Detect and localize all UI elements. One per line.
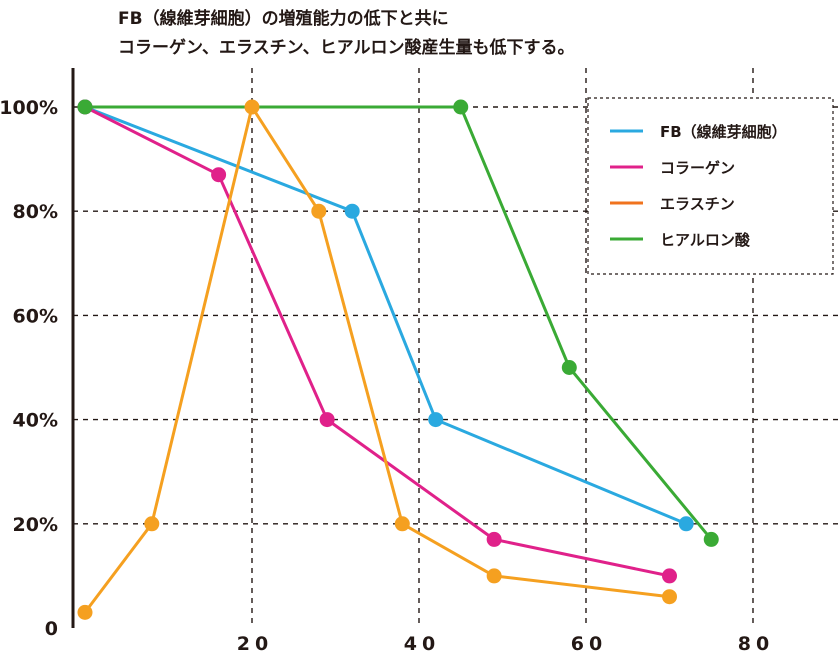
data-point bbox=[662, 589, 677, 605]
data-point bbox=[311, 203, 327, 219]
series-line bbox=[83, 105, 713, 541]
y-tick-label: 0 bbox=[45, 618, 58, 640]
data-point bbox=[77, 99, 93, 115]
series-line bbox=[83, 105, 688, 526]
data-point bbox=[244, 99, 260, 115]
chart-title-line-1: FB（線維芽細胞）の増殖能力の低下と共に bbox=[118, 9, 449, 29]
x-tick-label: 20 bbox=[237, 633, 273, 655]
data-points bbox=[77, 99, 719, 620]
data-point bbox=[144, 516, 160, 532]
y-tick-label: 100% bbox=[0, 97, 58, 119]
data-point bbox=[453, 99, 469, 115]
x-tick-label: 60 bbox=[571, 633, 607, 655]
x-tick-label: 80 bbox=[738, 633, 774, 655]
chart-title-line-2: コラーゲン、エラスチン、ヒアルロン酸産生量も低下する。 bbox=[118, 38, 575, 58]
legend-label: ヒアルロン酸 bbox=[660, 231, 751, 249]
data-point bbox=[428, 412, 444, 428]
data-point bbox=[77, 604, 93, 620]
data-point bbox=[561, 360, 577, 375]
y-tick-label: 60% bbox=[13, 305, 58, 327]
legend-box bbox=[587, 97, 834, 275]
data-point bbox=[662, 568, 677, 584]
data-point bbox=[703, 531, 719, 547]
data-point bbox=[211, 167, 227, 183]
data-point bbox=[678, 516, 694, 532]
legend-label: FB（線維芽細胞） bbox=[660, 123, 787, 141]
tick-labels: 0 20% 40% 60% 80% 100% 20 40 60 80 bbox=[0, 97, 774, 655]
series-line bbox=[83, 105, 671, 614]
data-point bbox=[394, 516, 410, 532]
legend-label: コラーゲン bbox=[660, 159, 735, 177]
y-tick-label: 80% bbox=[13, 201, 58, 223]
data-point bbox=[486, 531, 502, 547]
y-tick-label: 20% bbox=[13, 514, 58, 536]
data-point bbox=[319, 412, 335, 428]
series-line bbox=[83, 105, 671, 578]
legend-label: エラスチン bbox=[660, 195, 735, 213]
data-point bbox=[486, 568, 502, 584]
y-tick-label: 40% bbox=[13, 410, 58, 432]
data-point bbox=[344, 203, 360, 219]
x-tick-label: 40 bbox=[404, 633, 440, 655]
